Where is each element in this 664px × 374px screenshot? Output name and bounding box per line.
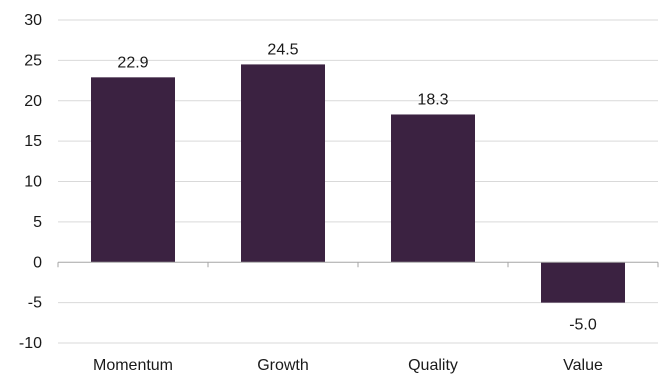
y-tick-label: 25 — [24, 52, 42, 69]
data-label: 22.9 — [117, 54, 148, 71]
x-category-label: Quality — [408, 357, 458, 374]
bar-momentum — [91, 77, 175, 263]
x-category-label: Momentum — [93, 357, 173, 374]
y-axis-tick-labels: 30 25 20 15 10 5 0 -5 -10 — [19, 12, 42, 352]
y-tick-label: 30 — [24, 12, 42, 29]
x-axis — [57, 261, 659, 268]
bar-quality — [391, 114, 475, 263]
y-tick-label: -5 — [28, 295, 42, 312]
x-category-label: Growth — [257, 357, 309, 374]
y-tick-label: 20 — [24, 93, 42, 110]
data-label: 18.3 — [417, 91, 448, 108]
bar-value — [541, 262, 625, 303]
x-category-label: Value — [563, 357, 603, 374]
bars — [91, 64, 625, 303]
data-labels: 22.9 24.5 18.3 -5.0 — [117, 41, 596, 333]
y-tick-label: 15 — [24, 133, 42, 150]
y-tick-label: 0 — [33, 254, 42, 271]
y-tick-label: 5 — [33, 214, 42, 231]
data-label: 24.5 — [267, 41, 298, 58]
data-label: -5.0 — [569, 317, 597, 334]
y-tick-label: -10 — [19, 335, 42, 352]
y-tick-label: 10 — [24, 174, 42, 191]
bar-growth — [241, 64, 325, 263]
x-axis-category-labels: Momentum Growth Quality Value — [93, 357, 603, 374]
